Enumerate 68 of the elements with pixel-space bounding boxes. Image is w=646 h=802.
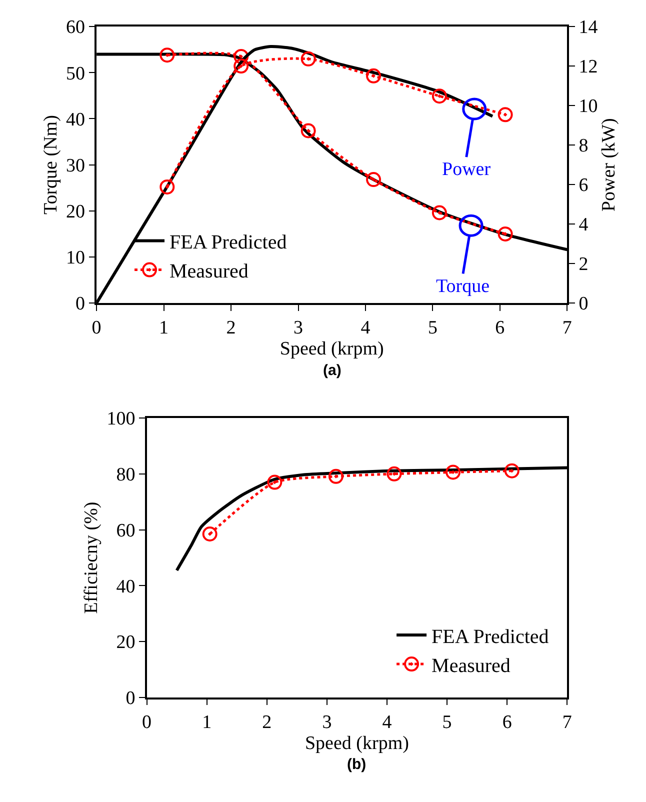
point xyxy=(504,463,520,478)
y2-tick-label: 12 xyxy=(578,56,598,78)
legend-label: Measured xyxy=(432,654,510,677)
y-axis-title: Efficiecny (%) xyxy=(81,502,102,614)
y-tick-label: 10 xyxy=(66,248,86,269)
x-tick-label: 5 xyxy=(428,318,438,339)
point xyxy=(234,48,249,64)
x-axis-title: Speed (krpm) xyxy=(304,733,409,754)
text: (a) xyxy=(323,362,342,379)
annotation: Power xyxy=(442,159,492,180)
x-tick-label: 0 xyxy=(92,318,102,339)
x-tick-label: 7 xyxy=(562,318,572,339)
y2-tick-label: 6 xyxy=(578,175,588,196)
y-tick-label: 80 xyxy=(116,464,136,486)
point xyxy=(432,88,447,104)
text: (b) xyxy=(347,756,366,773)
x-tick-label: 3 xyxy=(294,318,303,339)
point xyxy=(160,48,175,63)
point xyxy=(300,51,316,66)
legend-label: Measured xyxy=(170,260,248,283)
point xyxy=(160,179,175,194)
legend-label: FEA Predicted xyxy=(432,626,549,648)
y2-tick-label: 10 xyxy=(578,96,598,118)
y2-tick-label: 14 xyxy=(578,17,598,38)
x-tick-label: 7 xyxy=(562,712,572,734)
y-tick-label: 60 xyxy=(116,520,136,542)
x-tick-label: 2 xyxy=(262,712,272,734)
y-tick-label: 0 xyxy=(76,294,86,315)
point xyxy=(386,466,402,482)
x-tick-label: 1 xyxy=(159,318,169,339)
point xyxy=(446,464,461,480)
x-tick-label: 5 xyxy=(442,712,452,734)
y-tick-label: 50 xyxy=(66,63,86,84)
point xyxy=(234,58,249,74)
y2-axis-title: Power (kW) xyxy=(598,118,620,212)
x-tick-label: 4 xyxy=(360,318,371,339)
x-tick-label: 2 xyxy=(226,318,236,339)
y-tick-label: 20 xyxy=(116,632,136,654)
y-tick-label: 0 xyxy=(126,688,136,710)
y-tick-label: 100 xyxy=(106,408,136,430)
x-tick-label: 6 xyxy=(495,318,505,339)
y2-tick-label: 4 xyxy=(578,214,589,236)
y-tick-label: 40 xyxy=(116,576,136,598)
y2-tick-label: 8 xyxy=(578,136,588,157)
y-tick-label: 40 xyxy=(66,109,86,130)
x-tick-label: 1 xyxy=(202,712,212,734)
y-tick-label: 60 xyxy=(66,17,86,38)
point xyxy=(267,474,282,490)
point xyxy=(498,107,513,122)
y-tick-label: 20 xyxy=(66,202,86,223)
x-tick-label: 3 xyxy=(322,712,332,734)
point xyxy=(366,68,382,84)
y-axis-title: Torque (Nm) xyxy=(40,115,62,215)
x-tick-label: 0 xyxy=(142,712,152,734)
x-axis-title: Speed (krpm) xyxy=(280,338,384,360)
y-tick-label: 30 xyxy=(66,155,86,176)
x-tick-label: 6 xyxy=(502,712,512,734)
point xyxy=(432,205,447,220)
point xyxy=(300,123,316,138)
point xyxy=(328,468,344,484)
point xyxy=(498,226,513,242)
annotation: Torque xyxy=(436,276,490,297)
point xyxy=(202,526,218,542)
y2-tick-label: 0 xyxy=(578,294,588,315)
y2-tick-label: 2 xyxy=(578,254,588,276)
legend-label: FEA Predicted xyxy=(170,232,287,254)
x-tick-label: 4 xyxy=(382,712,392,734)
point xyxy=(366,172,382,188)
